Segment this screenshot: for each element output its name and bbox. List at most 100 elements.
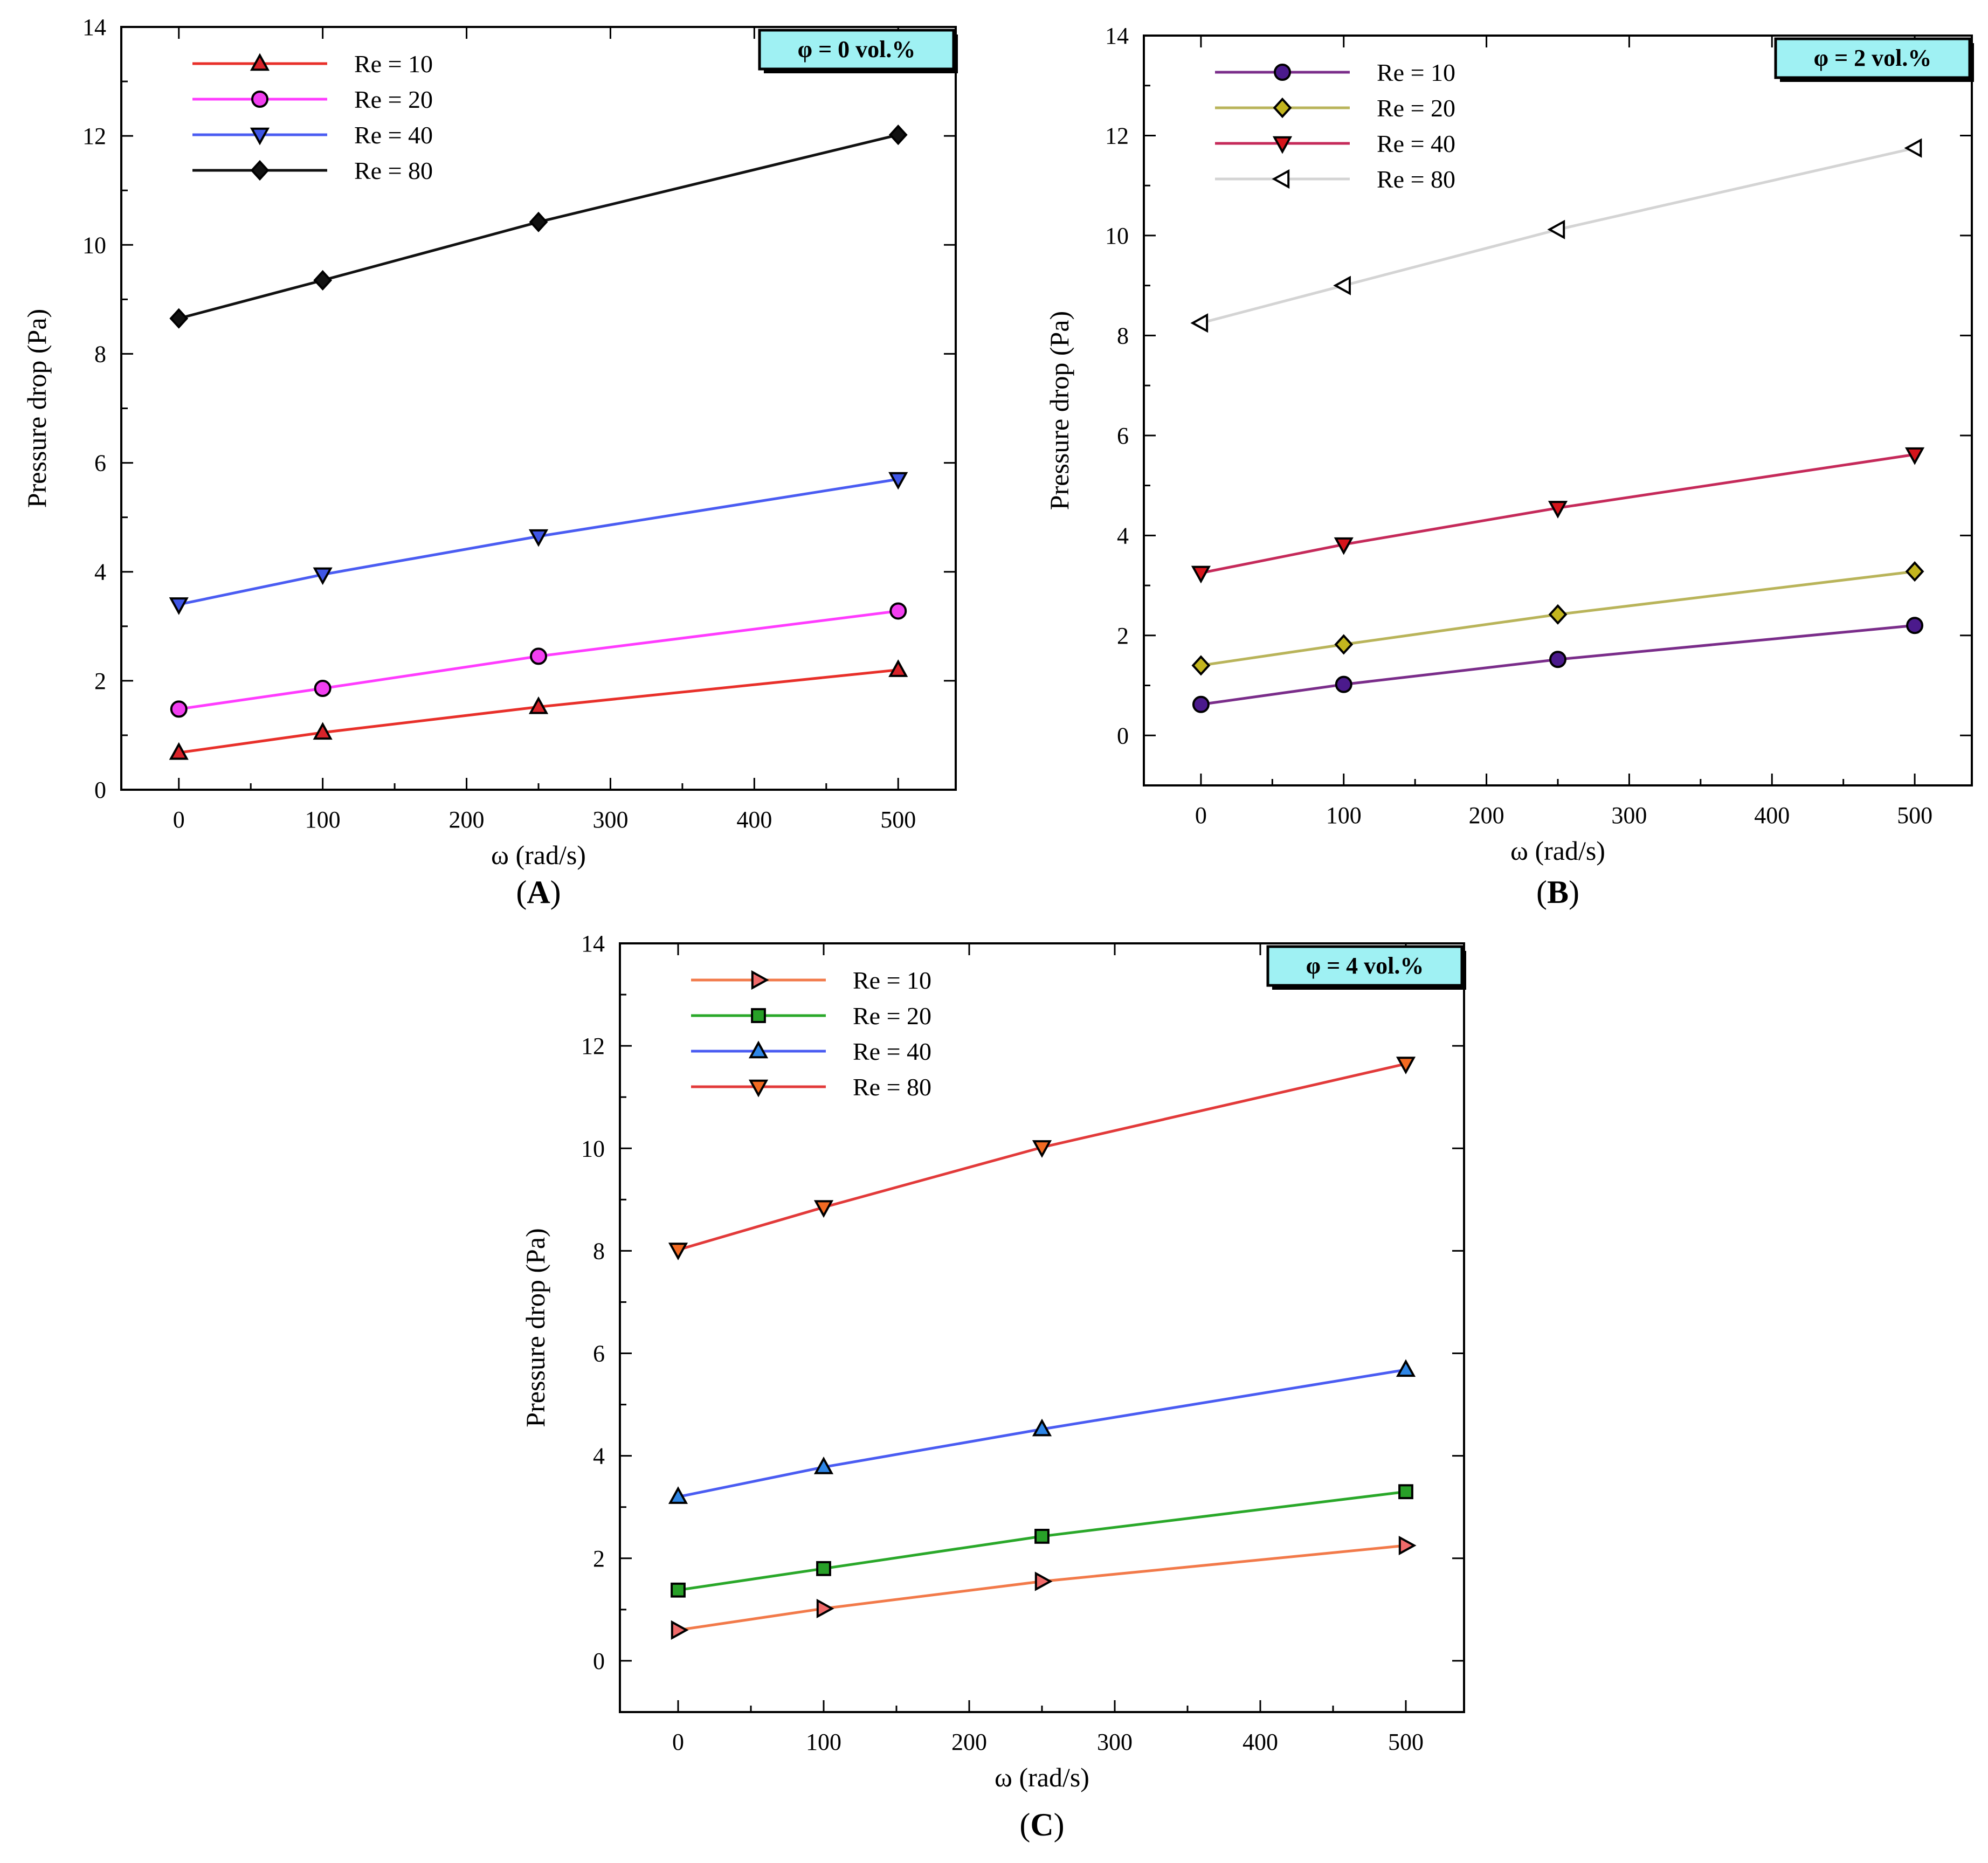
x-axis-label: ω (rad/s) xyxy=(995,1762,1089,1792)
series-line-re-20 xyxy=(178,610,899,710)
y-tick-label: 2 xyxy=(94,668,106,694)
data-point-re-20-w100 xyxy=(816,1561,831,1576)
data-point-re-10-w100 xyxy=(313,722,333,740)
y-tick-label: 8 xyxy=(593,1238,605,1264)
series-line-re-20 xyxy=(678,1490,1406,1592)
y-tick-label: 14 xyxy=(82,14,106,40)
legend-label: Re = 20 xyxy=(354,86,433,113)
data-point-re-10-w100 xyxy=(1335,675,1352,693)
data-point-re-20-w0 xyxy=(170,700,188,718)
legend-label: Re = 40 xyxy=(1377,130,1455,157)
data-point-re-40-w0 xyxy=(668,1486,688,1504)
data-point-re-20-w500 xyxy=(889,602,907,620)
volume-fraction-badge xyxy=(1774,37,1971,79)
volume-fraction-badge-text: φ = 0 vol.% xyxy=(798,36,916,63)
series-line-re-80 xyxy=(1200,147,1915,325)
data-point-re-20-w100 xyxy=(314,680,332,698)
y-tick-label: 10 xyxy=(1105,223,1129,249)
data-point-re-10-w250 xyxy=(1034,1571,1053,1591)
data-point-re-20-w100 xyxy=(1334,634,1354,655)
data-point-re-10-w0 xyxy=(1192,695,1210,713)
x-tick-label: 100 xyxy=(305,806,341,833)
legend-label: Re = 40 xyxy=(853,1038,931,1065)
legend-label: Re = 10 xyxy=(354,50,433,78)
x-tick-label: 500 xyxy=(880,806,916,833)
data-point-re-10-w250 xyxy=(528,696,549,714)
x-axis-label: ω (rad/s) xyxy=(1510,836,1605,866)
series-line-re-80 xyxy=(678,1062,1406,1251)
data-point-re-10-w100 xyxy=(816,1598,834,1619)
data-point-re-80-w500 xyxy=(1904,138,1922,158)
data-point-re-80-w100 xyxy=(313,270,333,291)
data-point-re-40-w100 xyxy=(1334,537,1354,555)
y-axis-label: Pressure drop (Pa) xyxy=(520,1228,550,1427)
y-tick-label: 2 xyxy=(1117,623,1129,649)
series-line-re-10 xyxy=(678,1544,1406,1632)
x-tick-label: 0 xyxy=(173,806,185,833)
data-point-re-40-w500 xyxy=(888,472,908,490)
data-point-re-80-w0 xyxy=(169,308,189,329)
x-tick-label: 100 xyxy=(1326,802,1362,829)
y-tick-label: 14 xyxy=(581,930,605,957)
data-point-re-40-w250 xyxy=(1548,501,1568,519)
legend-label: Re = 10 xyxy=(853,967,931,994)
series-line-re-40 xyxy=(178,478,899,606)
x-tick-label: 100 xyxy=(806,1729,841,1755)
x-axis-label: ω (rad/s) xyxy=(491,840,586,870)
data-point-re-80-w500 xyxy=(1396,1057,1416,1074)
volume-fraction-badge-text: φ = 2 vol.% xyxy=(1814,45,1932,71)
y-tick-label: 12 xyxy=(82,123,106,149)
legend-marker xyxy=(751,1008,766,1023)
volume-fraction-badge xyxy=(758,29,955,71)
data-point-re-20-w0 xyxy=(1191,655,1211,676)
volume-fraction-badge xyxy=(1266,945,1464,987)
data-point-re-10-w500 xyxy=(1398,1535,1417,1556)
y-tick-label: 0 xyxy=(94,777,106,803)
chart-panel-c: 0 100 200 300 400 500 0 2 4 6 8 10 12 14 ω (rad/s) Pres… xyxy=(520,930,1466,1843)
data-point-re-80-w250 xyxy=(529,211,548,232)
chart-panel-a: 0 100 200 300 400 500 0 2 4 6 8 10 12 14 ω (rad/s) Pres… xyxy=(22,14,958,910)
y-tick-label: 0 xyxy=(1117,722,1129,749)
x-tick-label: 300 xyxy=(1097,1729,1133,1755)
y-tick-label: 14 xyxy=(1105,23,1129,49)
series-line-re-10 xyxy=(178,668,899,754)
legend-marker xyxy=(250,160,270,181)
legend-marker xyxy=(250,53,270,71)
series-line-re-20 xyxy=(1200,570,1915,667)
data-point-re-80-w0 xyxy=(1190,313,1209,333)
x-tick-label: 400 xyxy=(1242,1729,1278,1755)
data-point-re-40-w250 xyxy=(528,529,549,547)
legend-marker xyxy=(748,1040,769,1059)
data-point-re-40-w250 xyxy=(1032,1418,1052,1437)
x-tick-label: 200 xyxy=(1469,802,1504,829)
x-tick-label: 500 xyxy=(1388,1729,1424,1755)
x-tick-label: 0 xyxy=(672,1729,684,1755)
data-point-re-80-w500 xyxy=(888,125,908,146)
chart-panel-b: 0 100 200 300 400 500 0 2 4 6 8 10 12 14 ω (rad/s) Pres… xyxy=(1044,23,1974,910)
volume-fraction-badge-text: φ = 4 vol.% xyxy=(1306,953,1424,979)
legend-marker xyxy=(748,1079,769,1098)
y-tick-label: 10 xyxy=(82,232,106,258)
legend-marker xyxy=(1272,136,1293,154)
panel-label: (C) xyxy=(1019,1807,1064,1843)
legend-label: Re = 80 xyxy=(1377,165,1455,193)
y-tick-label: 6 xyxy=(593,1341,605,1367)
data-point-re-20-w500 xyxy=(1905,561,1924,582)
x-tick-label: 400 xyxy=(736,806,772,833)
x-tick-label: 200 xyxy=(449,806,485,833)
data-point-re-10-w0 xyxy=(169,742,189,760)
legend-marker xyxy=(1272,169,1290,189)
x-tick-label: 200 xyxy=(951,1729,987,1755)
data-point-re-10-w500 xyxy=(888,659,908,677)
y-tick-label: 4 xyxy=(94,559,106,585)
data-point-re-10-w500 xyxy=(1906,617,1924,634)
series-line-re-40 xyxy=(678,1368,1406,1499)
panel-label: (B) xyxy=(1536,874,1579,910)
data-point-re-80-w250 xyxy=(1547,219,1565,239)
series-line-re-10 xyxy=(1200,624,1915,706)
x-tick-label: 500 xyxy=(1897,802,1932,829)
data-point-re-40-w500 xyxy=(1396,1359,1416,1377)
